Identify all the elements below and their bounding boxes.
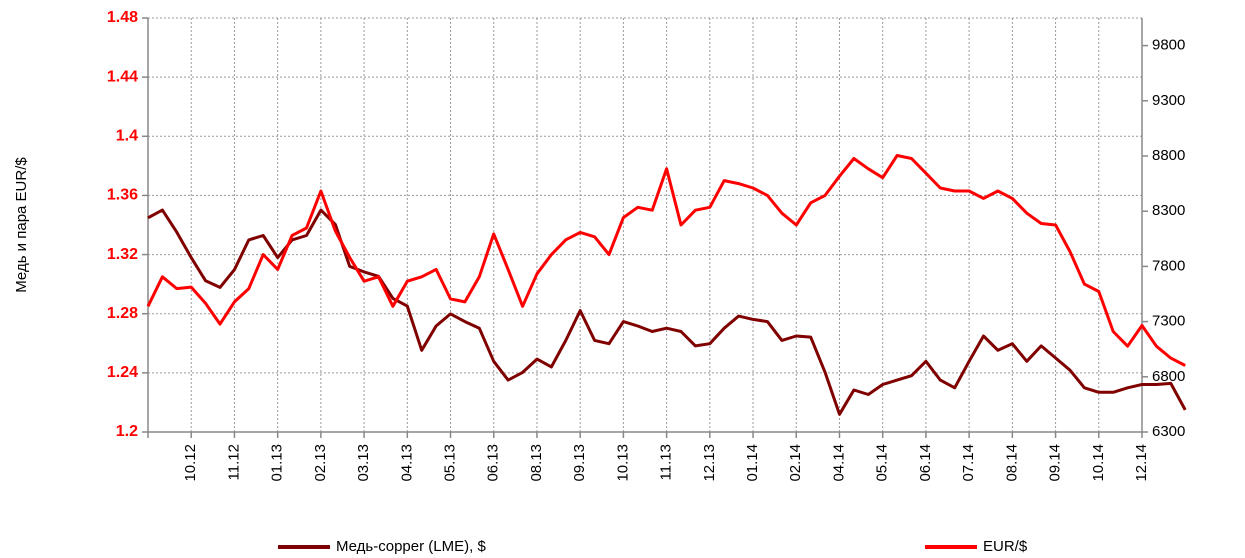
x-tick-label: 09.13: [571, 444, 588, 482]
x-tick-label: 07.14: [960, 444, 977, 482]
y2-tick-label: 7800: [1152, 257, 1185, 274]
x-tick-label: 08.14: [1003, 444, 1020, 482]
y2-tick-label: 8300: [1152, 202, 1185, 219]
x-tick-label: 05.13: [441, 444, 458, 482]
x-tick-label: 03.13: [355, 444, 372, 482]
x-tick-label: 10.14: [1090, 444, 1107, 482]
y2-tick-label: 6800: [1152, 368, 1185, 385]
x-tick-label: 04.13: [398, 444, 415, 482]
x-tick-label: 01.14: [744, 444, 761, 482]
x-tick-label: 12.14: [1133, 444, 1150, 482]
x-tick-label: 06.14: [917, 444, 934, 482]
y2-tick-label: 9300: [1152, 92, 1185, 109]
legend-label: EUR/$: [983, 538, 1028, 555]
x-tick-label: 02.13: [312, 444, 329, 482]
x-tick-label: 09.14: [1047, 444, 1064, 482]
y-tick-label: 1.32: [107, 246, 138, 263]
y-tick-label: 1.36: [107, 187, 138, 204]
x-tick-label: 10.13: [614, 444, 631, 482]
x-tick-label: 08.13: [528, 444, 545, 482]
x-tick-label: 11.13: [658, 444, 675, 480]
y-tick-label: 1.28: [107, 305, 138, 322]
y-axis-label: Медь и пара EUR/$: [13, 157, 30, 293]
y2-tick-label: 8800: [1152, 147, 1185, 164]
y2-tick-label: 6300: [1152, 423, 1185, 440]
y2-tick-label: 9800: [1152, 37, 1185, 54]
x-tick-label: 01.13: [269, 444, 286, 482]
y2-tick-label: 7300: [1152, 313, 1185, 330]
x-tick-label: 12.13: [701, 444, 718, 482]
x-tick-label: 05.14: [874, 444, 891, 482]
x-tick-label: 02.14: [787, 444, 804, 482]
y-tick-label: 1.24: [107, 364, 138, 381]
y-tick-label: 1.48: [107, 9, 138, 26]
x-tick-label: 04.14: [830, 444, 847, 482]
y-tick-label: 1.4: [116, 128, 138, 145]
series-line: [146, 154, 1186, 367]
x-tick-label: 11.12: [225, 444, 242, 480]
x-tick-label: 06.13: [485, 444, 502, 482]
x-tick-label: 10.12: [182, 444, 199, 482]
y-tick-label: 1.2: [116, 423, 138, 440]
y-tick-label: 1.44: [107, 68, 138, 85]
series-line: [147, 208, 1187, 416]
legend-label: Медь-copper (LME), $: [336, 538, 486, 555]
